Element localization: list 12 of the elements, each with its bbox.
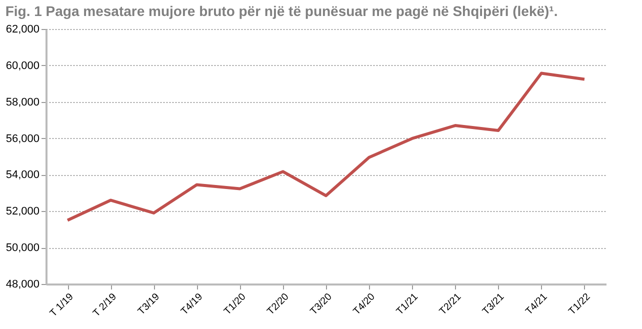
y-tick-label: 52,000	[6, 206, 40, 218]
y-tick-label: 58,000	[6, 96, 40, 108]
y-tick-label: 50,000	[6, 242, 40, 254]
chart-title: Fig. 1 Paga mesatare mujore bruto për një të punësuar me pagë në Shqipëri (lekë)¹.	[5, 3, 558, 19]
y-tick-label: 56,000	[6, 132, 40, 145]
y-tick-label: 54,000	[6, 169, 40, 182]
line-series	[66, 72, 586, 222]
x-tick-label: T 2/19	[91, 291, 120, 320]
y-tick-label: 62,000	[6, 24, 40, 36]
x-tick-label: T 1/19	[48, 291, 76, 320]
y-tick-label: 48,000	[6, 278, 40, 290]
y-tick-label: 60,000	[6, 60, 40, 72]
